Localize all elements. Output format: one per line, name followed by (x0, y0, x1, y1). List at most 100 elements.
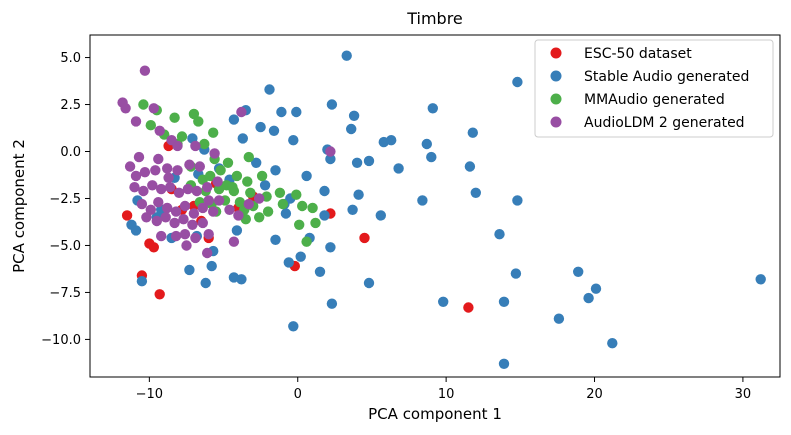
point-audioldm2 (130, 116, 142, 127)
point-audioldm2 (191, 185, 202, 197)
point-stable-audio (295, 251, 306, 262)
point-audioldm2 (178, 214, 189, 225)
point-stable-audio (288, 135, 299, 146)
point-audioldm2 (147, 180, 158, 191)
point-audioldm2 (179, 200, 191, 212)
y-axis-label: PCA component 2 (10, 139, 28, 273)
point-audioldm2 (172, 165, 183, 176)
point-stable-audio (326, 99, 338, 110)
x-tick-label: 10 (438, 387, 455, 402)
legend-label-mmaudio: MMAudio generated (584, 92, 725, 108)
point-audioldm2 (203, 195, 214, 206)
point-stable-audio (255, 121, 266, 133)
point-stable-audio (280, 208, 292, 219)
point-stable-audio (347, 204, 358, 215)
point-audioldm2 (160, 212, 171, 223)
point-mmaudio (242, 176, 253, 187)
point-audioldm2 (148, 103, 159, 114)
legend-marker-audioldm2 (550, 116, 562, 128)
x-tick-label: 30 (735, 387, 752, 402)
point-mmaudio (291, 189, 302, 200)
point-stable-audio (319, 185, 330, 197)
point-audioldm2 (172, 140, 183, 152)
y-tick-label: 2.5 (60, 98, 81, 113)
point-stable-audio (346, 123, 357, 135)
point-mmaudio (277, 198, 289, 210)
point-stable-audio (351, 157, 363, 168)
x-axis: −10 0 10 20 30 (136, 377, 752, 402)
point-audioldm2 (151, 215, 162, 227)
point-audioldm2 (194, 161, 205, 172)
point-audioldm2 (170, 206, 182, 217)
point-stable-audio (136, 276, 148, 287)
legend-marker-stable-audio (550, 70, 562, 82)
point-stable-audio (276, 106, 287, 118)
point-stable-audio (236, 274, 247, 285)
legend-box (534, 39, 774, 138)
point-audioldm2 (224, 204, 235, 215)
point-audioldm2 (139, 65, 151, 76)
point-mmaudio (310, 217, 321, 229)
point-mmaudio (231, 170, 243, 182)
point-audioldm2 (209, 148, 220, 159)
point-stable-audio (494, 229, 505, 240)
point-stable-audio (427, 103, 438, 114)
point-audioldm2 (130, 170, 142, 182)
point-stable-audio (438, 296, 449, 307)
point-audioldm2 (153, 197, 164, 208)
point-mmaudio (254, 212, 265, 223)
point-stable-audio (184, 264, 195, 276)
point-audioldm2 (162, 202, 173, 214)
point-mmaudio (307, 202, 318, 214)
point-stable-audio (270, 165, 281, 176)
point-stable-audio (200, 277, 211, 289)
point-stable-audio (426, 151, 437, 163)
point-stable-audio (264, 84, 275, 95)
x-axis-label: PCA component 1 (368, 405, 502, 423)
point-audioldm2 (120, 103, 131, 114)
point-audioldm2 (138, 185, 149, 197)
points-layer (117, 50, 766, 369)
point-stable-audio (270, 234, 281, 245)
point-audioldm2 (325, 146, 336, 157)
point-mmaudio (243, 151, 254, 163)
point-esc50 (154, 289, 165, 300)
legend-marker-mmaudio (550, 93, 562, 105)
point-audioldm2 (145, 204, 156, 215)
point-mmaudio (245, 187, 256, 198)
point-stable-audio (353, 189, 364, 200)
x-tick-label: −10 (136, 387, 163, 402)
point-stable-audio (325, 242, 336, 253)
chart-title: Timbre (406, 9, 463, 28)
point-esc50 (121, 210, 133, 221)
point-stable-audio (417, 195, 428, 206)
point-mmaudio (274, 187, 286, 198)
point-stable-audio (363, 155, 375, 167)
point-stable-audio (363, 277, 375, 289)
point-audioldm2 (190, 232, 201, 244)
point-mmaudio (215, 165, 226, 176)
point-stable-audio (228, 114, 240, 125)
point-mmaudio (234, 197, 246, 208)
point-stable-audio (314, 266, 326, 277)
point-stable-audio (291, 106, 302, 118)
point-mmaudio (297, 200, 308, 212)
point-audioldm2 (133, 151, 145, 163)
point-stable-audio (251, 157, 262, 168)
point-mmaudio (208, 127, 219, 138)
point-stable-audio (498, 296, 510, 307)
point-audioldm2 (170, 230, 182, 242)
point-stable-audio (268, 125, 280, 136)
point-mmaudio (138, 99, 149, 110)
point-stable-audio (512, 195, 523, 206)
point-audioldm2 (202, 182, 213, 193)
point-audioldm2 (129, 182, 140, 193)
point-stable-audio (510, 268, 522, 279)
point-mmaudio (301, 236, 312, 247)
point-mmaudio (169, 112, 180, 123)
point-mmaudio (205, 170, 216, 182)
point-audioldm2 (197, 202, 208, 214)
x-tick-label: 20 (586, 387, 603, 402)
point-audioldm2 (141, 212, 152, 223)
y-tick-label: 5.0 (60, 51, 81, 66)
